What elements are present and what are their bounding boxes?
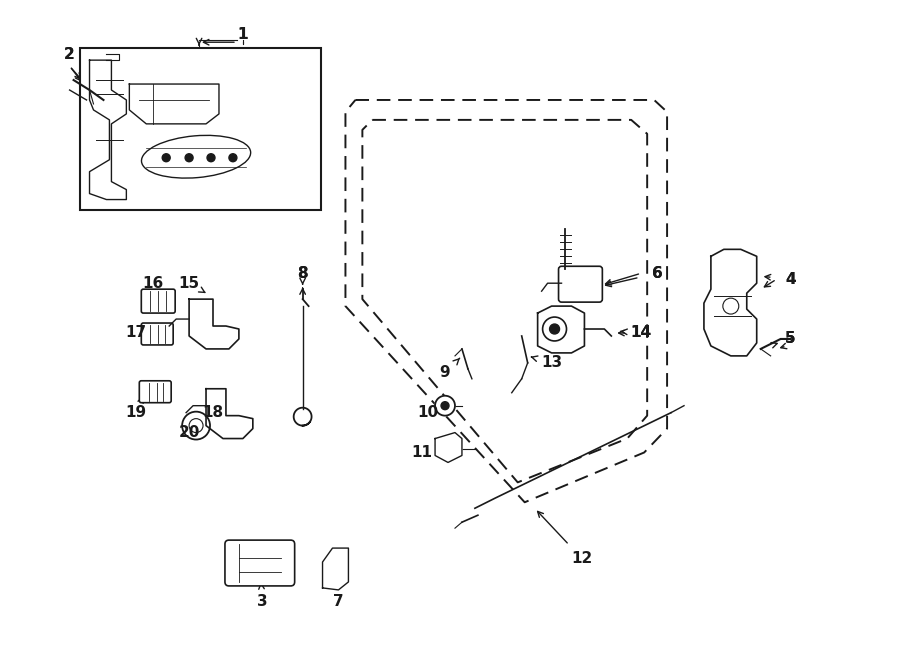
Text: 3: 3	[257, 594, 268, 609]
Text: 4: 4	[786, 272, 796, 287]
FancyBboxPatch shape	[141, 323, 173, 345]
Circle shape	[185, 154, 193, 162]
Circle shape	[723, 298, 739, 314]
Text: 5: 5	[786, 331, 796, 346]
Text: 18: 18	[202, 405, 223, 420]
Polygon shape	[130, 84, 219, 124]
FancyBboxPatch shape	[141, 289, 176, 313]
Text: 20: 20	[178, 425, 200, 440]
Text: 12: 12	[571, 551, 592, 566]
Polygon shape	[322, 548, 348, 590]
Ellipse shape	[141, 136, 251, 178]
Circle shape	[435, 396, 455, 416]
Polygon shape	[206, 389, 253, 438]
Text: 7: 7	[333, 594, 344, 609]
Circle shape	[207, 154, 215, 162]
Text: 14: 14	[631, 325, 652, 340]
Text: 14: 14	[631, 325, 652, 340]
Text: 1: 1	[238, 26, 248, 42]
Text: 8: 8	[297, 266, 308, 281]
Text: 8: 8	[297, 266, 308, 281]
Circle shape	[229, 154, 237, 162]
Polygon shape	[89, 60, 126, 200]
Circle shape	[182, 412, 210, 440]
Polygon shape	[537, 306, 584, 353]
Text: 5: 5	[786, 331, 796, 346]
Text: 9: 9	[440, 366, 450, 380]
Circle shape	[543, 317, 566, 341]
Text: 2: 2	[64, 47, 75, 61]
Text: 6: 6	[652, 266, 662, 281]
Text: 2: 2	[64, 47, 75, 61]
Polygon shape	[704, 249, 757, 356]
Bar	[79, 48, 320, 210]
Polygon shape	[435, 432, 462, 463]
Circle shape	[441, 402, 449, 410]
FancyBboxPatch shape	[559, 266, 602, 302]
Text: 4: 4	[786, 272, 796, 287]
Circle shape	[550, 324, 560, 334]
Circle shape	[162, 154, 170, 162]
Text: 1: 1	[238, 26, 248, 42]
FancyBboxPatch shape	[225, 540, 294, 586]
Text: 17: 17	[126, 325, 147, 340]
Text: 16: 16	[142, 276, 164, 291]
Text: 19: 19	[126, 405, 147, 420]
Text: 13: 13	[541, 356, 562, 370]
FancyBboxPatch shape	[140, 381, 171, 403]
Polygon shape	[189, 299, 239, 349]
Text: 10: 10	[418, 405, 438, 420]
Text: 6: 6	[652, 266, 662, 281]
Text: 15: 15	[178, 276, 200, 291]
Text: 11: 11	[411, 445, 433, 460]
